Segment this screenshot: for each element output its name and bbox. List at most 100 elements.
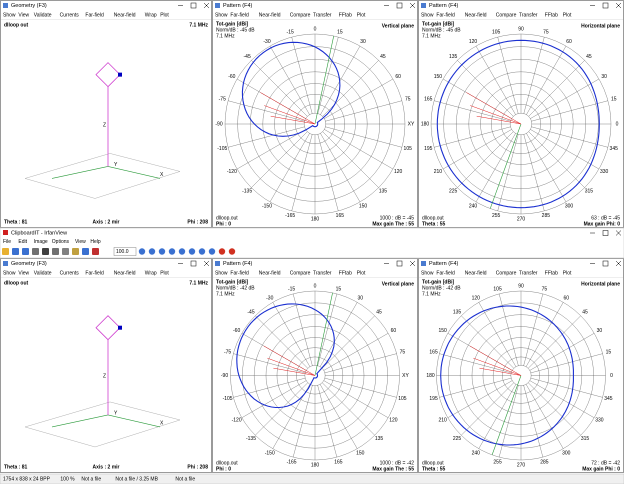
header-text: Norm/dB : -42 dB <box>216 285 255 291</box>
polar-spoke <box>320 133 361 203</box>
angle-label: 0 <box>616 121 619 127</box>
menu-item[interactable]: Validate <box>34 270 52 276</box>
toolbar-button[interactable] <box>2 248 9 255</box>
menu-item[interactable]: Far-field <box>230 270 249 276</box>
toolbar-button[interactable] <box>52 248 59 255</box>
loop-element <box>95 315 121 341</box>
polar-spoke <box>461 315 514 369</box>
menu-item[interactable]: Compare <box>290 270 311 276</box>
toolbar-button[interactable] <box>42 248 49 255</box>
menu-item[interactable]: File <box>3 239 11 245</box>
close-button[interactable] <box>409 2 416 9</box>
maximize-button[interactable] <box>396 2 403 9</box>
close-button[interactable] <box>203 2 210 9</box>
toolbar-button[interactable] <box>92 248 99 255</box>
menu-item[interactable]: FFtab <box>339 270 352 276</box>
menu-item[interactable]: Show <box>215 270 228 276</box>
menu-item[interactable]: Near-field <box>259 270 281 276</box>
toolbar-button[interactable] <box>22 248 29 255</box>
toolbar-button[interactable] <box>82 248 89 255</box>
toolbar-button[interactable] <box>178 248 186 255</box>
menu-item[interactable]: Near-field <box>259 12 281 18</box>
menu-item[interactable]: Plot <box>357 12 366 18</box>
menu-item[interactable]: Show <box>3 270 16 276</box>
menu-item[interactable]: View <box>18 12 29 18</box>
toolbar-button[interactable] <box>188 248 196 255</box>
menu-item[interactable]: Edit <box>18 239 27 245</box>
menu-item[interactable]: Far-field <box>85 12 104 18</box>
toolbar-button[interactable] <box>228 248 236 255</box>
menu-item[interactable]: Near-field <box>114 12 136 18</box>
menu-item[interactable]: FFtab <box>545 12 558 18</box>
menu-item[interactable]: Far-field <box>436 12 455 18</box>
menu-item[interactable]: Plot <box>160 270 169 276</box>
menu-item[interactable]: Validate <box>34 12 52 18</box>
maximize-button[interactable] <box>602 2 609 9</box>
menu-item[interactable]: View <box>75 239 86 245</box>
menu-item[interactable]: Show <box>421 270 434 276</box>
menu-item[interactable]: Currents <box>60 270 80 276</box>
menu-item[interactable]: Show <box>421 12 434 18</box>
maximize-button[interactable] <box>396 260 403 267</box>
menu-item[interactable]: Image <box>34 239 48 245</box>
maximize-button[interactable] <box>602 230 609 236</box>
zoom-box[interactable] <box>113 247 137 256</box>
close-button[interactable] <box>615 230 622 236</box>
polar-spoke <box>324 129 394 170</box>
menu-item[interactable]: Far-field <box>85 270 104 276</box>
polar-spoke <box>325 100 402 122</box>
angle-label: 30 <box>601 74 607 80</box>
angle-label: 90 <box>518 283 524 289</box>
menu-item[interactable]: FFtab <box>339 12 352 18</box>
menu-item[interactable]: Transfer <box>313 12 332 18</box>
toolbar-button[interactable] <box>148 248 156 255</box>
toolbar-button[interactable] <box>138 248 146 255</box>
menu-item[interactable]: Currents <box>60 12 80 18</box>
toolbar-button[interactable] <box>168 248 176 255</box>
menu-item[interactable]: Plot <box>160 12 169 18</box>
menu-item[interactable]: Compare <box>496 270 517 276</box>
menu-item[interactable]: Help <box>90 239 101 245</box>
menu-item[interactable]: Near-field <box>465 12 487 18</box>
menu-item[interactable]: Plot <box>357 270 366 276</box>
toolbar-button[interactable] <box>32 248 39 255</box>
toolbar-button[interactable] <box>158 248 166 255</box>
menu-item[interactable]: Transfer <box>519 12 538 18</box>
menu-item[interactable]: Wrap <box>145 12 157 18</box>
menu-item[interactable]: FFtab <box>545 270 558 276</box>
angle-label: -120 <box>232 418 242 424</box>
toolbar-button[interactable] <box>208 248 216 255</box>
status-field: 1754 x 838 x 24 BPP <box>3 476 51 482</box>
toolbar-button[interactable] <box>198 248 206 255</box>
menu-item[interactable]: Plot <box>563 270 572 276</box>
menu-item[interactable]: Transfer <box>313 270 332 276</box>
maximize-button[interactable] <box>190 2 197 9</box>
beamwidth-line <box>470 105 522 125</box>
toolbar-button[interactable] <box>62 248 69 255</box>
menu-item[interactable]: Show <box>215 12 228 18</box>
maximize-button[interactable] <box>190 260 197 267</box>
menu-item[interactable]: Compare <box>496 12 517 18</box>
menu-item[interactable]: Transfer <box>519 270 538 276</box>
close-button[interactable] <box>203 260 210 267</box>
menu-item[interactable]: Compare <box>290 12 311 18</box>
polar-spoke <box>319 384 358 449</box>
close-button[interactable] <box>615 260 622 267</box>
menu-item[interactable]: Near-field <box>465 270 487 276</box>
menu-item[interactable]: Far-field <box>230 12 249 18</box>
close-button[interactable] <box>615 2 622 9</box>
menu-item[interactable]: Wrap <box>145 270 157 276</box>
menu-item[interactable]: Options <box>52 239 70 245</box>
menu-item[interactable]: Show <box>3 12 16 18</box>
polar-spoke <box>478 384 517 449</box>
toolbar-button[interactable] <box>12 248 19 255</box>
maximize-button[interactable] <box>602 260 609 267</box>
menu-item[interactable]: View <box>18 270 29 276</box>
menu-item[interactable]: Plot <box>563 12 572 18</box>
toolbar-button[interactable] <box>72 248 79 255</box>
toolbar-button[interactable] <box>218 248 226 255</box>
menu-item[interactable]: Near-field <box>114 270 136 276</box>
polar-spoke <box>320 45 361 115</box>
close-button[interactable] <box>409 260 416 267</box>
menu-item[interactable]: Far-field <box>436 270 455 276</box>
